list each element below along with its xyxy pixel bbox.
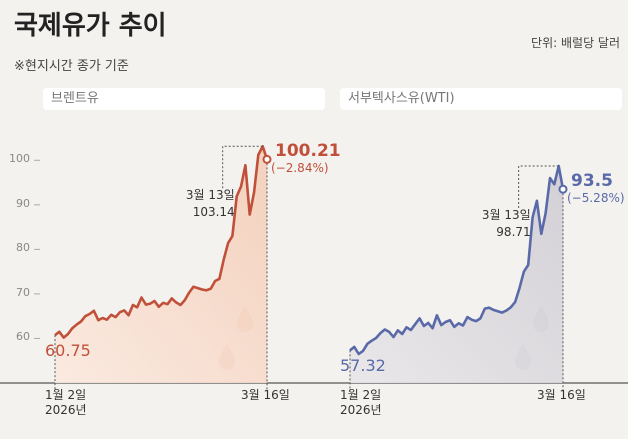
y-tick-label: 80 [16,241,30,255]
y-tick-label: 90 [16,196,30,210]
peak-bracket [518,165,559,209]
value-label: 100.21 [275,141,341,162]
value-label: 93.5 [571,171,613,192]
area [55,146,267,383]
y-tick-label: 60 [16,330,30,344]
y-tick-label: 70 [16,285,30,299]
subtitle: ※현지시간 종가 기준 [14,59,129,74]
line [54,145,269,339]
title: 국제유가 추이 [14,11,167,41]
annotation: (−2.84%) [271,161,329,176]
annotation: 3월 13일 [185,188,235,203]
peak-bracket [222,145,263,189]
annotation: (−5.28%) [567,191,625,206]
end-point [262,154,272,164]
value-label: 57.32 [340,356,386,376]
value-label: 60.75 [45,341,91,361]
value-label: 98.71 [496,225,531,240]
panel-title: 브렌트유 [43,88,325,110]
end-point [558,184,568,194]
panel-title: 서부텍사스유(WTI) [340,88,622,110]
y-tick-label: 100 [9,152,30,166]
x-tick-label: 1월 2일 2026년 [45,388,87,417]
x-tick-label: 3월 16일 [241,388,290,402]
line [349,164,565,356]
value-label: 103.14 [192,205,235,220]
x-tick-label: 3월 16일 [537,388,586,402]
unit-label: 단위: 배럴당 달러 [531,36,620,50]
annotation: 3월 13일 [481,208,531,223]
area [350,166,563,383]
x-tick-label: 1월 2일 2026년 [340,388,382,417]
